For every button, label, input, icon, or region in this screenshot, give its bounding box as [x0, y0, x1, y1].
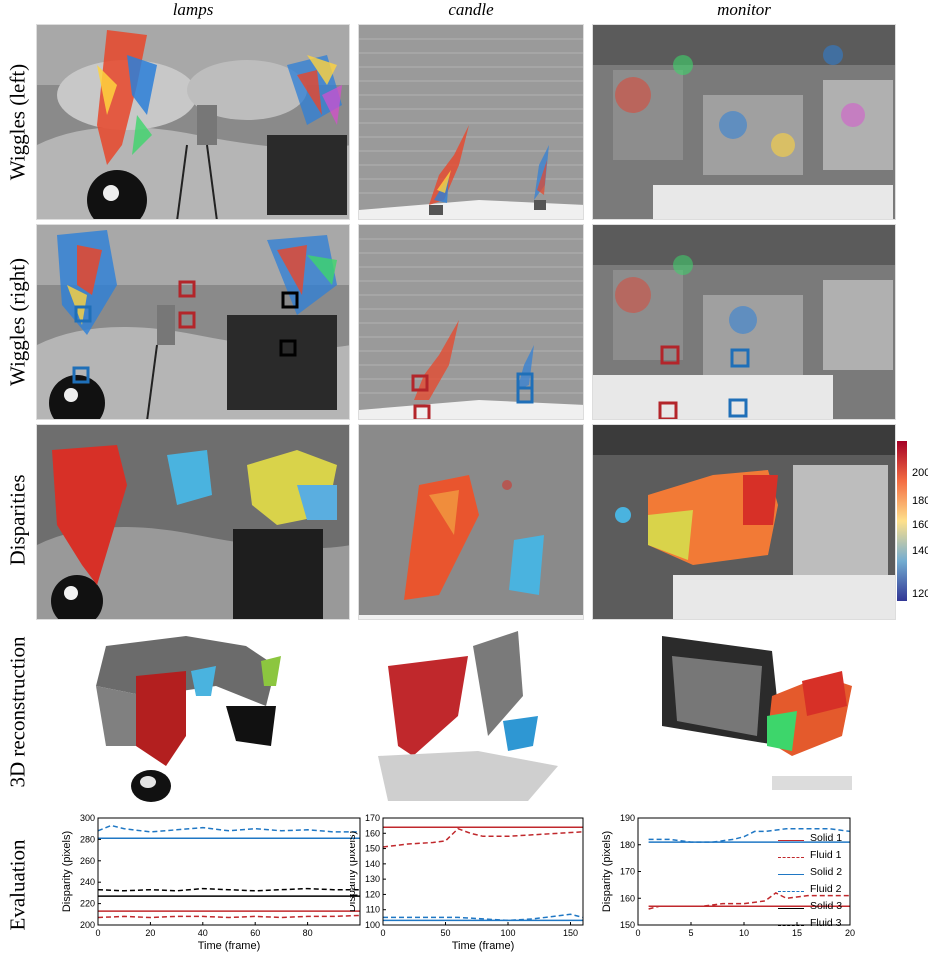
y-tick-label: 130	[365, 874, 380, 884]
image-candle-disparities	[358, 424, 584, 620]
series-line	[97, 887, 360, 892]
y-tick-label: 170	[365, 813, 380, 823]
image-candle-3d-reconstruction	[358, 626, 584, 810]
x-tick-label: 5	[688, 928, 693, 938]
column-title-lamps: lamps	[172, 0, 214, 19]
legend-swatch	[778, 857, 804, 858]
y-axis-label: Disparity (pixels)	[601, 831, 613, 912]
y-tick-label: 140	[365, 859, 380, 869]
legend-swatch	[778, 891, 804, 892]
image-monitor-wiggles-left	[592, 24, 896, 220]
legend-label: Solid 2	[810, 866, 843, 878]
legend-label: Fluid 1	[810, 849, 842, 861]
x-tick-label: 60	[250, 928, 260, 938]
y-tick-label: 100	[365, 920, 380, 930]
column-title-candle: candle	[448, 0, 494, 19]
y-tick-label: 120	[365, 889, 380, 899]
colorbar-tick: 180	[912, 495, 928, 507]
legend-label: Fluid 3	[810, 917, 842, 929]
colorbar-tick: 160	[912, 519, 928, 531]
y-axis-label: Disparity (pixels)	[61, 831, 73, 912]
series-line	[648, 892, 850, 910]
image-candle-wiggles-left	[358, 24, 584, 220]
colorbar	[897, 441, 907, 601]
x-tick-label: 50	[440, 928, 450, 938]
colorbar-tick: 200	[912, 467, 928, 479]
row-label-3d-reconstruction: 3D reconstruction	[5, 636, 30, 788]
x-tick-label: 15	[792, 928, 802, 938]
legend-item: Solid 1	[778, 832, 928, 849]
x-tick-label: 10	[739, 928, 749, 938]
series-line	[383, 913, 584, 922]
y-tick-label: 190	[620, 813, 635, 823]
x-tick-label: 20	[845, 928, 855, 938]
row-label-wiggles-left: Wiggles (left)	[5, 63, 30, 181]
x-tick-label: 150	[563, 928, 578, 938]
row-label-evaluation: Evaluation	[5, 839, 30, 931]
y-tick-label: 300	[80, 813, 95, 823]
legend-swatch	[778, 925, 804, 926]
row-label-disparities: Disparities	[5, 474, 30, 566]
x-axis-label: Time (frame)	[452, 940, 515, 952]
x-tick-label: 0	[95, 928, 100, 938]
y-tick-label: 150	[620, 920, 635, 930]
legend-swatch	[778, 908, 804, 909]
series-line	[382, 827, 584, 848]
y-tick-label: 170	[620, 867, 635, 877]
y-tick-label: 160	[365, 828, 380, 838]
x-tick-label: 40	[198, 928, 208, 938]
legend-swatch	[778, 840, 804, 841]
legend-label: Solid 3	[810, 900, 843, 912]
series-line	[97, 914, 361, 919]
colorbar-tick: 120	[912, 588, 928, 600]
y-tick-label: 110	[366, 905, 380, 915]
x-tick-label: 0	[635, 928, 640, 938]
legend-item: Fluid 1	[778, 849, 928, 866]
y-tick-label: 220	[80, 899, 95, 909]
y-tick-label: 240	[80, 877, 95, 887]
legend-item: Fluid 2	[778, 883, 928, 900]
legend-label: Solid 1	[810, 832, 843, 844]
y-tick-label: 200	[80, 920, 95, 930]
y-tick-label: 160	[620, 893, 635, 903]
y-tick-label: 180	[620, 840, 635, 850]
image-candle-wiggles-right	[358, 224, 584, 420]
chart-lamps-evaluation: 0 20 40 60 80 200 220 240 260 280 300 Time (frame) D…	[61, 813, 361, 952]
image-monitor-disparities	[592, 424, 896, 620]
image-lamps-wiggles-left	[36, 24, 350, 220]
x-tick-label: 0	[380, 928, 385, 938]
x-axis-label: Time (frame)	[198, 940, 261, 952]
chart-monitor-evaluation: 0 5 10 15 20 150 160 170 180 190 Disparity (pixels…	[601, 813, 855, 938]
legend-item: Solid 2	[778, 866, 928, 883]
x-tick-label: 20	[145, 928, 155, 938]
legend-item: Solid 3	[778, 900, 928, 917]
chart-candle-evaluation: 0 50 100 150 100 110 120 130 140 150 160 170 Time (f…	[350, 813, 584, 952]
image-lamps-wiggles-right	[36, 224, 350, 420]
image-lamps-disparities	[36, 424, 350, 620]
row-label-wiggles-right: Wiggles (right)	[5, 257, 30, 387]
y-tick-label: 260	[80, 856, 95, 866]
y-tick-label: 150	[365, 844, 380, 854]
legend-swatch	[778, 874, 804, 875]
image-monitor-wiggles-right	[592, 224, 896, 420]
colorbar-tick: 140	[912, 545, 928, 557]
plot-frame	[382, 817, 584, 926]
y-axis-label: Disparity (pixels)	[350, 831, 358, 912]
series-line	[648, 827, 851, 843]
series-line	[97, 824, 360, 833]
image-monitor-3d-reconstruction	[592, 626, 896, 810]
x-tick-label: 80	[303, 928, 313, 938]
plot-frame	[97, 817, 361, 926]
x-tick-label: 100	[500, 928, 515, 938]
column-title-monitor: monitor	[717, 0, 771, 19]
legend-label: Fluid 2	[810, 883, 842, 895]
y-tick-label: 280	[80, 834, 95, 844]
image-lamps-3d-reconstruction	[36, 626, 350, 810]
chart-legend: Solid 1 Fluid 1 Solid 2 Fluid 2 Solid 3 …	[778, 832, 928, 934]
legend-item: Fluid 3	[778, 917, 928, 934]
